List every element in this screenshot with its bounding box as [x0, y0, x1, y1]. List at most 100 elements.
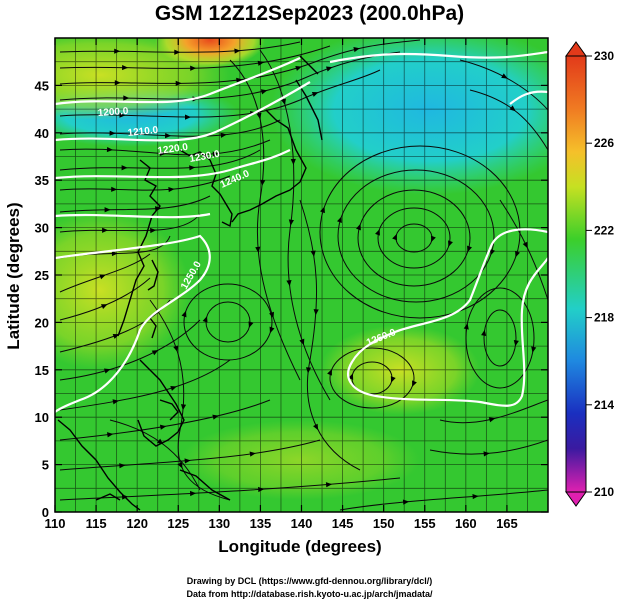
streamline-arrowhead	[150, 227, 157, 234]
warm-region-west	[55, 210, 190, 370]
streamline-arrowhead	[173, 345, 179, 352]
streamline-arrowhead	[107, 432, 114, 438]
streamline-arrowhead	[109, 130, 116, 136]
streamline-arrowhead	[325, 482, 333, 488]
streamline-arrowhead	[392, 233, 397, 241]
x-tick-label: 155	[414, 516, 436, 531]
x-tick-label: 160	[455, 516, 477, 531]
streamline-arrowhead	[258, 486, 265, 493]
streamline-arrowhead	[310, 250, 316, 257]
streamline-arrowhead	[515, 250, 520, 258]
streamline-arrowhead	[114, 80, 121, 86]
coastlines	[57, 55, 323, 511]
streamline-arrowhead	[353, 47, 360, 53]
streamline-arrowhead	[336, 216, 342, 224]
streamline-arrowhead	[122, 64, 129, 71]
streamline-arrowhead	[212, 414, 219, 420]
y-tick-label: 15	[35, 363, 49, 378]
streamline-arrowhead	[299, 338, 305, 346]
x-tick-label: 115	[86, 516, 107, 531]
streamline-arrowhead	[121, 165, 128, 171]
streamline-arrowhead	[151, 350, 159, 356]
streamline-arrowhead	[255, 246, 261, 253]
x-tick-label: 125	[167, 516, 189, 531]
streamline-arrowhead	[114, 48, 121, 54]
streamline-arrowhead	[305, 367, 312, 374]
streamline-arrowhead	[202, 316, 208, 323]
contour-label: 1200.0	[97, 106, 129, 119]
streamline-arrowhead	[311, 91, 319, 97]
y-axis: 0 5 10 15 20 25 30 35 40 45	[35, 78, 548, 520]
streamline-arrowhead	[531, 346, 537, 353]
y-tick-label: 35	[35, 173, 49, 188]
streamline-arrowhead	[509, 105, 516, 112]
streamline-arrowhead	[112, 399, 119, 405]
y-tick-label: 25	[35, 268, 49, 283]
streamline-arrowhead	[168, 186, 175, 193]
streamline-arrowhead	[286, 280, 292, 287]
streamline-arrowhead	[123, 95, 130, 101]
streamline-arrowhead	[184, 458, 191, 464]
streamline-arrowhead	[234, 48, 241, 54]
streamline-arrowhead	[159, 424, 167, 430]
x-axis-label: Longitude (degrees)	[218, 537, 382, 556]
y-tick-label: 5	[42, 458, 49, 473]
streamline-arrows	[99, 47, 537, 505]
contour-label: 1210.0	[127, 125, 159, 139]
streamline-arrowhead	[260, 179, 266, 186]
colorbar-tick-label: 230	[594, 49, 614, 63]
streamline-arrowhead	[448, 240, 453, 247]
streamline-arrowhead	[463, 323, 469, 330]
streamline-arrowhead	[104, 368, 111, 374]
streamline-arrowhead	[412, 380, 417, 387]
geopotential-contours	[55, 50, 548, 413]
streamline-arrowhead	[260, 89, 268, 95]
streamline-arrowhead	[313, 309, 319, 316]
streamline-arrowhead	[288, 219, 294, 226]
chart-title: GSM 12Z12Sep2023 (200.0hPa)	[154, 2, 465, 25]
x-tick-label: 120	[126, 516, 148, 531]
streamline-arrowhead	[170, 385, 177, 391]
x-tick-label: 130	[208, 516, 230, 531]
streamline-arrowhead	[522, 241, 528, 249]
cold-region-northeast	[270, 38, 548, 195]
y-tick-label: 20	[35, 315, 49, 330]
streamline-arrowhead	[483, 451, 490, 457]
contour-label: 1230.0	[189, 149, 221, 165]
streamline-arrowhead	[313, 423, 319, 431]
streamline-arrowhead	[248, 321, 254, 328]
streamline-arrowhead	[467, 245, 472, 253]
streamline-arrowhead	[220, 132, 227, 138]
credit-data-source: Data from http://database.rish.kyoto-u.a…	[186, 589, 433, 599]
grid-lines	[55, 38, 548, 512]
streamline-arrowhead	[119, 112, 126, 118]
x-tick-label: 140	[291, 516, 313, 531]
colorbar-max-arrow	[565, 41, 587, 57]
streamline-arrowhead	[212, 151, 219, 157]
streamline-arrowhead	[390, 376, 396, 383]
y-tick-label: 10	[35, 410, 49, 425]
streamline-arrowhead	[375, 229, 380, 236]
colorbar-tick-label: 214	[594, 398, 614, 412]
streamline-arrowhead	[236, 77, 243, 83]
streamline-arrowhead	[174, 49, 181, 55]
streamline-arrowhead	[189, 490, 197, 497]
y-tick-label: 40	[35, 126, 49, 141]
credit-dcl: Drawing by DCL (https://www.gfd-dennou.o…	[186, 576, 433, 586]
streamline-arrowhead	[257, 60, 264, 66]
streamline-arrowhead	[111, 250, 118, 257]
streamline-arrowhead	[488, 417, 496, 423]
streamline-arrowhead	[356, 223, 361, 231]
x-tick-label: 145	[332, 516, 354, 531]
streamline-arrowhead	[184, 114, 191, 120]
y-tick-label: 0	[42, 505, 49, 520]
colorbar-tick-label: 222	[594, 223, 614, 237]
streamline-arrowhead	[269, 326, 275, 334]
streamline-arrowhead	[189, 165, 196, 171]
x-tick-label: 110	[45, 516, 66, 531]
streamline-arrowhead	[256, 112, 262, 120]
warm-region-north	[155, 38, 265, 68]
streamline-arrowhead	[249, 451, 256, 457]
streamline-arrowhead	[280, 98, 287, 105]
